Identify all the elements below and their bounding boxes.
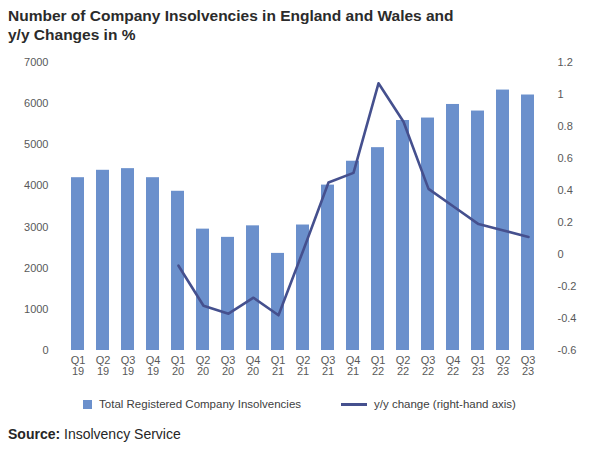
svg-text:4000: 4000 — [24, 179, 48, 191]
html-text:Number of Company Insolvencies: Number of Company Insolvencies in Englan… — [8, 7, 454, 43]
svg-text:0: 0 — [558, 248, 564, 260]
svg-text:Q320: Q320 — [221, 354, 236, 377]
svg-text:Q221: Q221 — [296, 354, 311, 377]
svg-text:0.2: 0.2 — [558, 216, 573, 228]
svg-text:-0.4: -0.4 — [558, 312, 577, 324]
html-text:Total Registered Company Insol: Total Registered Company Insolvencies — [99, 398, 301, 410]
svg-text:Q121: Q121 — [271, 354, 286, 377]
svg-text:0.4: 0.4 — [558, 184, 573, 196]
svg-text:0.6: 0.6 — [558, 152, 573, 164]
svg-text:Q422: Q422 — [446, 354, 461, 377]
svg-text:1000: 1000 — [24, 303, 48, 315]
svg-text:Q421: Q421 — [346, 354, 361, 377]
html-text:Source: Insolvency Service: Source: Insolvency Service — [8, 426, 181, 442]
svg-text:Q322: Q322 — [421, 354, 436, 377]
svg-text:Q220: Q220 — [196, 354, 211, 377]
svg-text:5000: 5000 — [24, 138, 48, 150]
svg-text:Q119: Q119 — [71, 354, 86, 377]
svg-text:0.8: 0.8 — [558, 120, 573, 132]
svg-text:-0.6: -0.6 — [558, 344, 577, 356]
svg-text:Q419: Q419 — [146, 354, 161, 377]
svg-text:1: 1 — [558, 88, 564, 100]
svg-text:7000: 7000 — [24, 56, 48, 68]
svg-text:Q321: Q321 — [321, 354, 336, 377]
svg-text:-0.2: -0.2 — [558, 280, 577, 292]
svg-text:1.2: 1.2 — [558, 56, 573, 68]
svg-text:Q219: Q219 — [96, 354, 111, 377]
svg-text:2000: 2000 — [24, 262, 48, 274]
svg-text:0: 0 — [42, 344, 48, 356]
svg-text:6000: 6000 — [24, 97, 48, 109]
svg-text:Q122: Q122 — [371, 354, 386, 377]
svg-text:Q420: Q420 — [246, 354, 261, 377]
svg-text:Q319: Q319 — [121, 354, 136, 377]
svg-text:Q223: Q223 — [496, 354, 511, 377]
svg-text:Q120: Q120 — [171, 354, 186, 377]
svg-text:Q123: Q123 — [471, 354, 486, 377]
svg-text:Q323: Q323 — [521, 354, 536, 377]
svg-text:3000: 3000 — [24, 221, 48, 233]
html-text:y/y change (right-hand axis): y/y change (right-hand axis) — [374, 398, 516, 410]
svg-text:Q222: Q222 — [396, 354, 411, 377]
